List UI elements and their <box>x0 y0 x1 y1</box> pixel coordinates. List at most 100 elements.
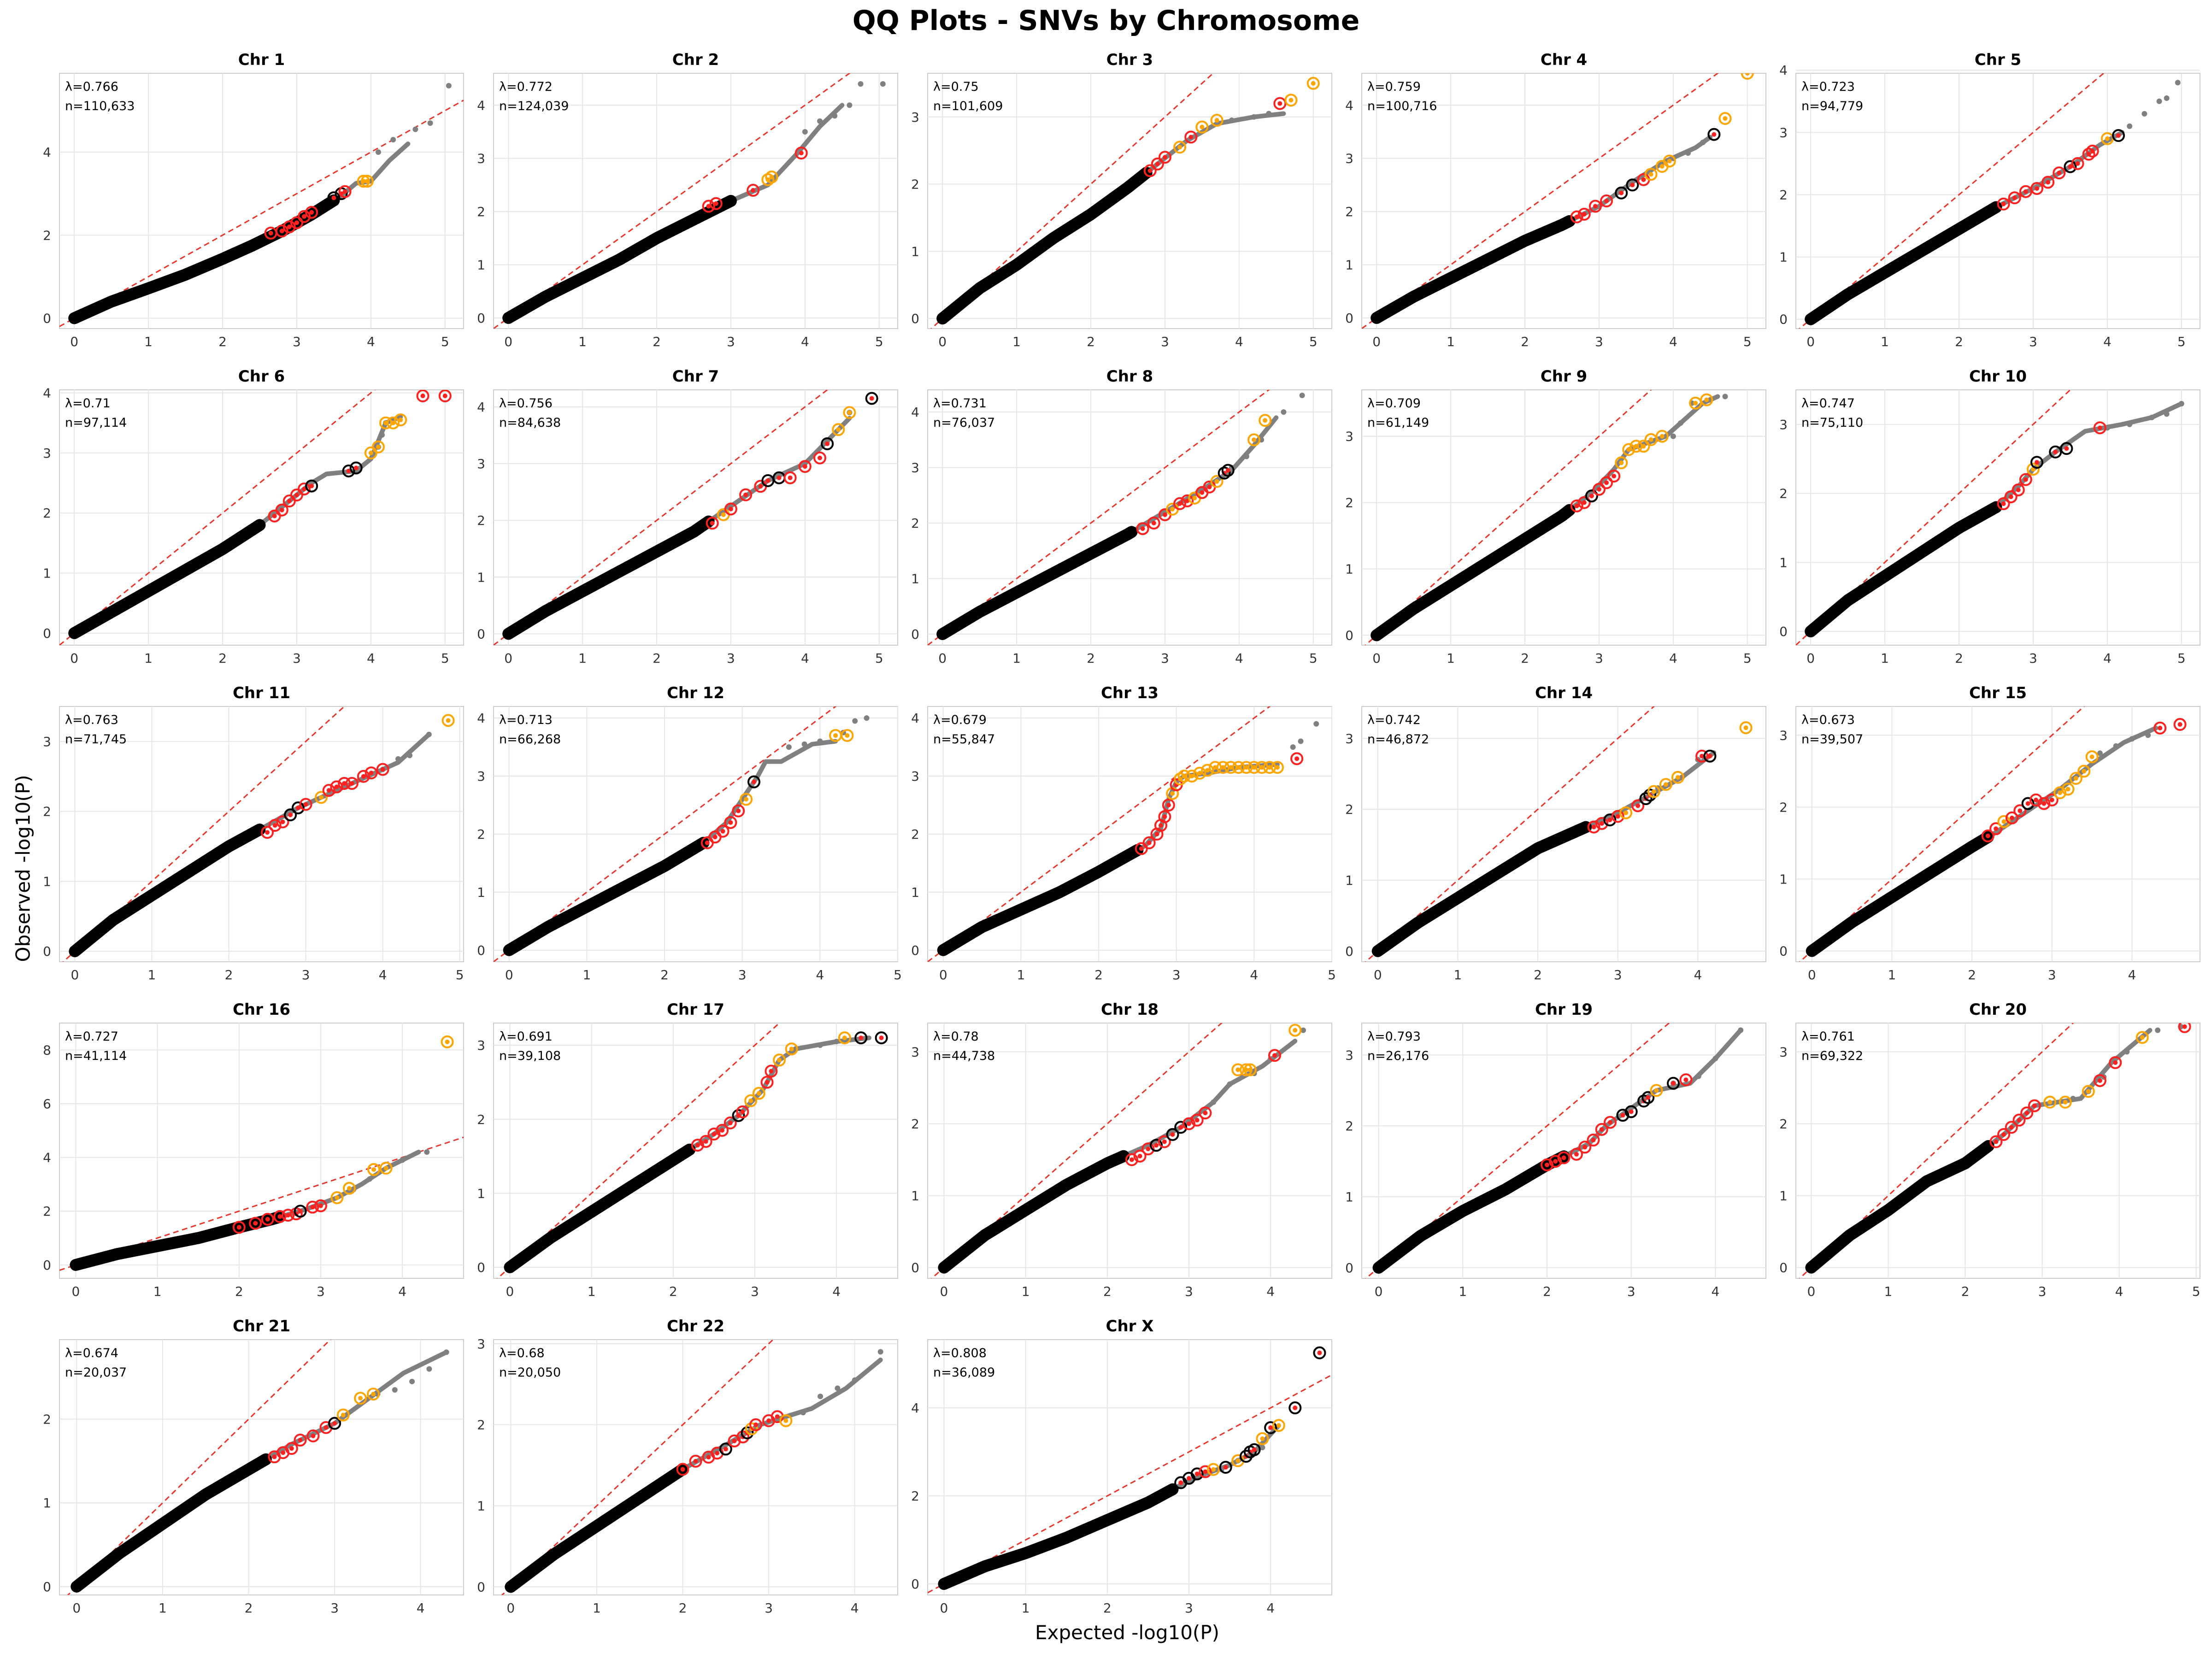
x-tick-label: 5 <box>1328 967 1336 982</box>
observed-curve-dense <box>505 1463 689 1593</box>
panel-title: Chr 5 <box>1975 51 2021 69</box>
observed-curve-dense <box>68 519 266 639</box>
highlight-point-center <box>1743 725 1748 730</box>
highlight-point-center <box>1203 1111 1208 1116</box>
highlight-point <box>732 804 745 818</box>
highlight-point-center <box>2090 148 2095 153</box>
highlight-point-center <box>286 1212 291 1218</box>
highlight-point <box>2060 442 2073 455</box>
x-tick-label: 1 <box>1017 967 1025 982</box>
highlight-point <box>306 1200 319 1214</box>
highlight-point <box>1142 836 1156 849</box>
highlight-point-center <box>391 420 396 425</box>
highlight-point <box>330 1191 344 1205</box>
highlight-point-center <box>1648 437 1653 442</box>
reference-line <box>1364 390 1652 645</box>
panel-title: Chr 2 <box>672 51 719 69</box>
x-tick-label: 3 <box>1161 334 1169 349</box>
highlight-point <box>1595 817 1608 830</box>
highlight-point-center <box>1700 753 1705 759</box>
highlight-point-center <box>766 1418 771 1423</box>
highlight-point <box>1615 456 1628 470</box>
observed-curve-dense <box>937 844 1144 956</box>
highlight-point-center <box>743 492 748 497</box>
x-tick-label: 4 <box>367 651 375 666</box>
tail-point <box>1259 1445 1265 1451</box>
highlight-point <box>2086 144 2099 158</box>
x-tick-label: 4 <box>816 967 824 982</box>
highlight-point <box>1718 112 1732 125</box>
tail-point <box>835 1385 841 1391</box>
x-tick-label: 5 <box>1743 651 1752 666</box>
highlight-point-center <box>2105 136 2110 141</box>
y-tick-label: 0 <box>1779 1260 1788 1276</box>
y-tick-label: 0 <box>477 311 485 326</box>
observed-curve-dense <box>1371 215 1576 324</box>
x-tick-label: 1 <box>578 334 587 349</box>
highlight-point <box>2012 483 2025 497</box>
n-annotation: n=44,738 <box>933 1049 995 1063</box>
reference-line <box>1798 73 2105 329</box>
highlight-point <box>2021 797 2035 810</box>
highlight-point <box>765 171 778 184</box>
panel-chr-4: 0 1 2 3 4 5 0 1 2 3 4 Chr 4 λ=0.759 n=100,716 <box>1345 51 1766 349</box>
highlight-point <box>2093 1074 2106 1087</box>
highlight-point <box>760 1076 774 1089</box>
highlight-point-center <box>1599 821 1604 826</box>
highlight-point-center <box>287 224 292 229</box>
highlight-point-center <box>2047 1100 2053 1105</box>
highlight-point-center <box>1311 81 1316 86</box>
highlight-point-center <box>1154 1143 1159 1148</box>
highlight-point-center <box>265 830 270 835</box>
x-tick-label: 4 <box>1669 651 1677 666</box>
highlight-point <box>783 471 797 484</box>
highlight-point-center <box>1223 1465 1228 1470</box>
highlight-point <box>1695 749 1709 763</box>
panel-frame <box>1795 1023 2200 1279</box>
x-tick-label: 4 <box>2103 651 2112 666</box>
tail-point <box>2097 750 2103 756</box>
highlight-point-center <box>1200 490 1205 495</box>
highlight-point-center <box>324 1425 329 1430</box>
x-tick-label: 2 <box>1087 651 1095 666</box>
tail-point <box>1298 738 1304 744</box>
highlight-point-center <box>1589 494 1594 499</box>
highlight-point-center <box>1615 814 1620 819</box>
highlight-point <box>1190 1467 1204 1481</box>
plot-area <box>928 1346 1332 1594</box>
highlight-point-center <box>1544 1162 1549 1167</box>
highlight-point <box>1136 522 1149 535</box>
highlight-point-center <box>705 840 710 845</box>
highlight-point <box>1190 1113 1204 1127</box>
y-tick-label: 2 <box>43 804 51 819</box>
y-tick-label: 2 <box>1779 800 1788 815</box>
y-tick-label: 1 <box>1345 1189 1353 1205</box>
highlight-point <box>2030 182 2043 195</box>
highlight-point <box>1595 1123 1608 1136</box>
x-tick-label: 0 <box>1375 1284 1383 1299</box>
highlight-point <box>365 766 378 780</box>
reference-line <box>496 1023 781 1278</box>
highlight-point <box>1997 1128 2011 1141</box>
tail-point <box>1251 114 1257 120</box>
highlight-point <box>779 1414 793 1427</box>
observed-curve-dense <box>938 1483 1179 1590</box>
highlight-point-center <box>1162 1139 1167 1144</box>
y-tick-label: 4 <box>43 145 51 160</box>
highlight-point-center <box>2025 801 2030 806</box>
highlight-point-center <box>376 444 381 449</box>
y-tick-label: 3 <box>477 456 485 471</box>
highlight-point-center <box>1140 526 1145 531</box>
highlight-point-center <box>842 1035 847 1041</box>
highlight-point <box>1247 433 1261 447</box>
x-axis-label: Expected -log10(P) <box>1035 1621 1220 1644</box>
x-tick-label: 2 <box>1955 334 1963 349</box>
highlight-point <box>328 1417 341 1430</box>
highlight-point-center <box>1189 774 1194 779</box>
highlight-point <box>2037 797 2051 810</box>
highlight-point-center <box>272 823 277 828</box>
x-tick-label: 2 <box>1094 967 1103 982</box>
highlight-point-center <box>1671 1081 1676 1086</box>
highlight-point-center <box>1260 1436 1265 1441</box>
highlight-point <box>342 464 355 477</box>
